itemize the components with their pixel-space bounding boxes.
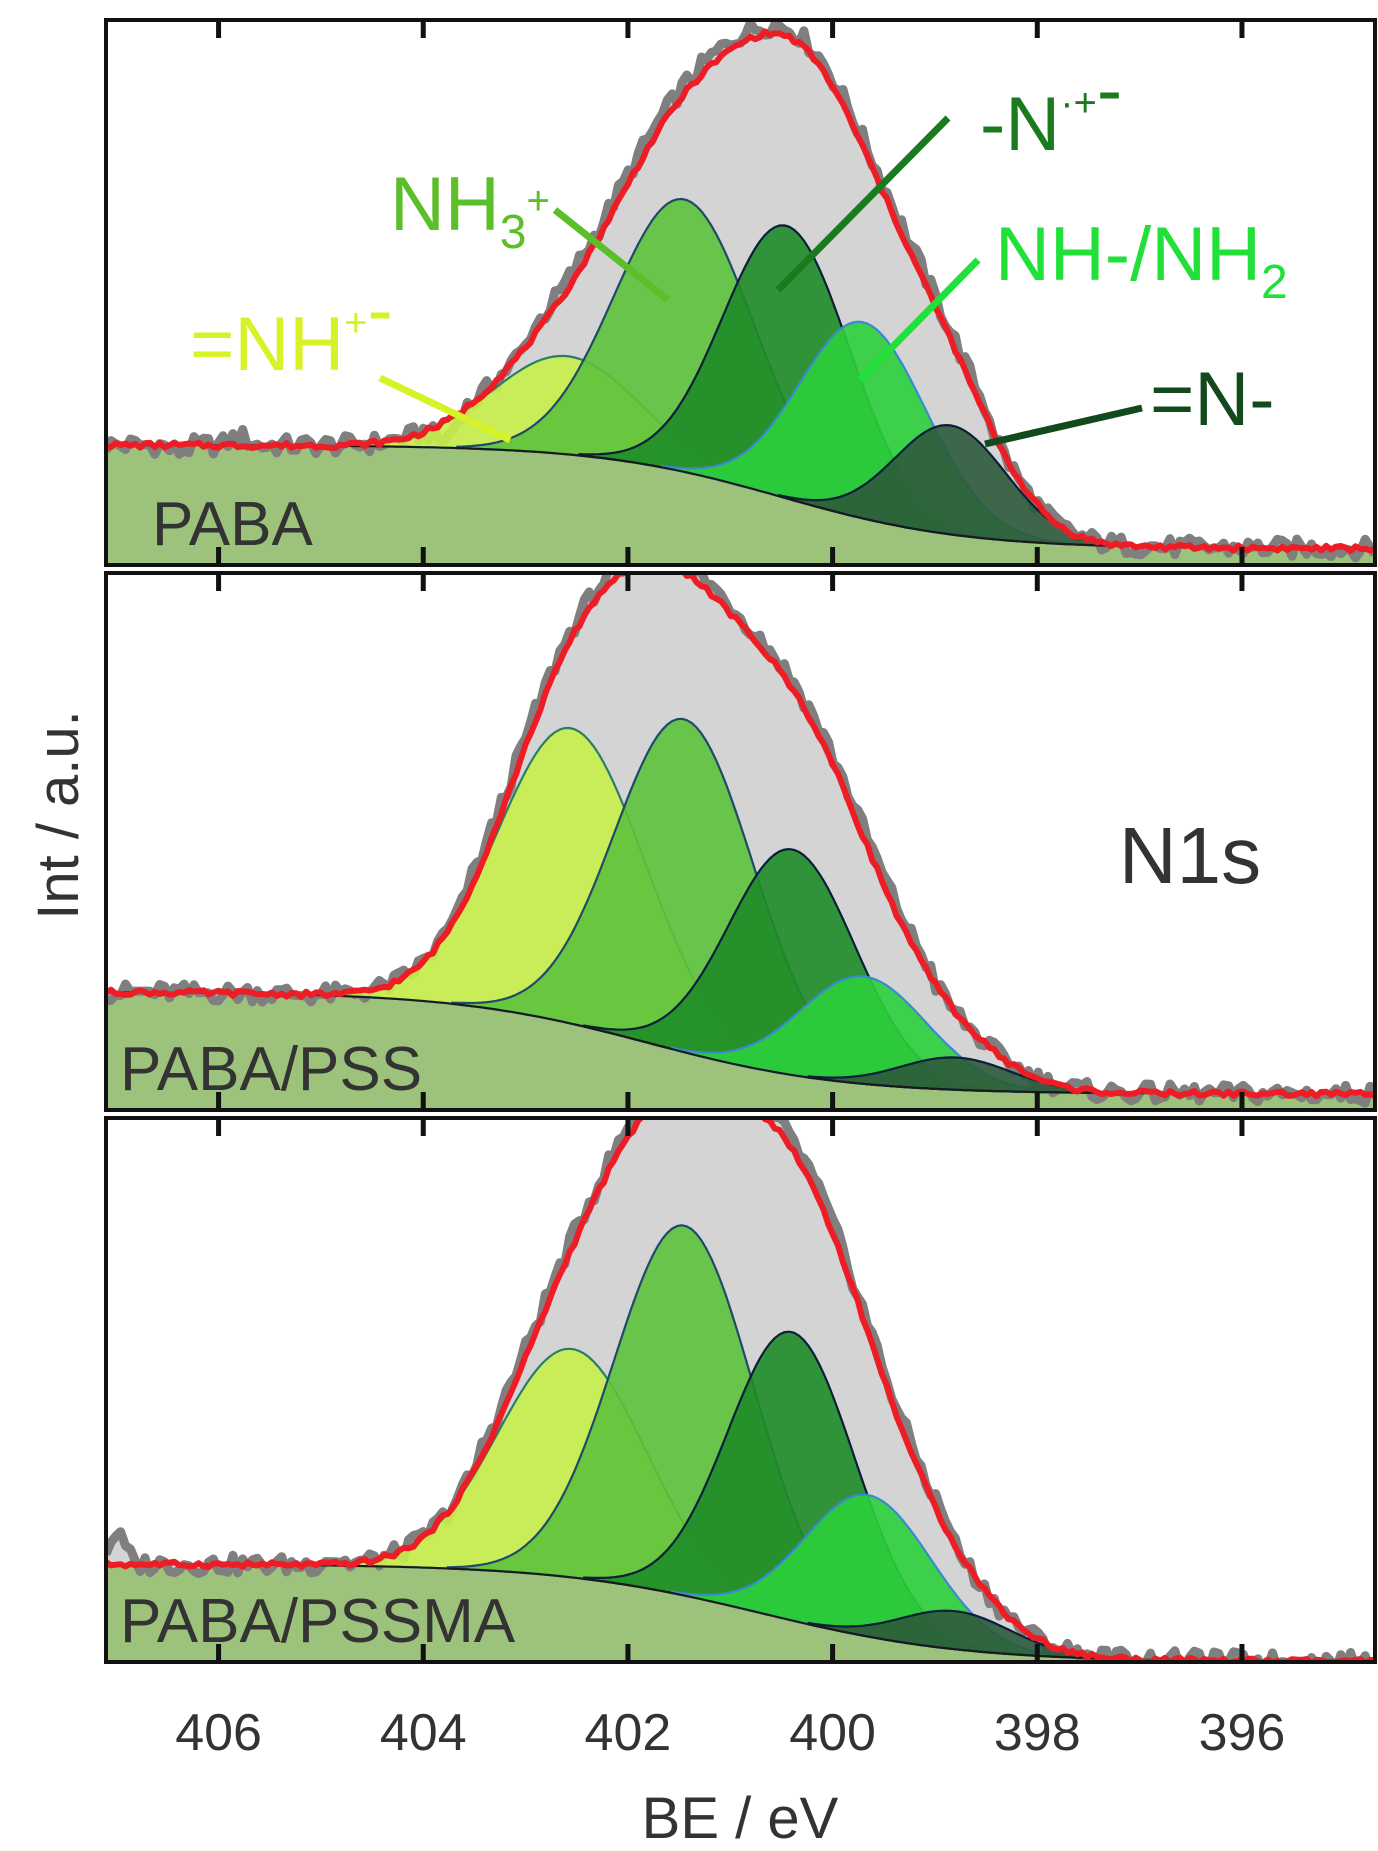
annotation-NH3_plus: NH3+: [390, 162, 671, 303]
annotation-N_radical_cation: -N·+-: [775, 48, 1122, 293]
fit-envelope: [106, 1118, 1375, 1662]
background-area: [106, 1564, 1375, 1662]
annotation-leader-line: [378, 374, 512, 444]
x-tick-label: 396: [1199, 1704, 1286, 1762]
annotation-leader-line: [552, 207, 671, 303]
x-tick-label: 406: [175, 1704, 262, 1762]
y-axis-title: Int / a.u.: [26, 710, 91, 920]
x-axis: 406 404 402 400 398 396: [175, 1704, 1285, 1762]
panel-label: PABA/PSSMA: [120, 1587, 516, 1656]
spectra-panels: PABA PABA/PSS PABA/PSSMA: [104, 18, 1377, 1664]
component-annotations: =NH+-NH3+ -N·+- NH-/NH2 =N-: [190, 48, 1288, 448]
annotation-label: -N·+-: [980, 48, 1122, 167]
annotation-label: NH3+: [390, 162, 550, 259]
panel-label: PABA/PSS: [120, 1035, 422, 1104]
background-area: [106, 445, 1375, 565]
panel-frame: [104, 571, 1377, 1112]
annotation-N_imine: =N-: [984, 357, 1275, 448]
n1s-label: N1s: [1119, 811, 1261, 900]
fit-envelope: [106, 573, 1375, 1100]
x-axis-title: BE / eV: [642, 1786, 839, 1851]
annotation-label: =NH+-: [190, 268, 393, 387]
panel-paba-pssma: PABA/PSSMA: [104, 1116, 1377, 1664]
annotation-label: =N-: [1150, 357, 1275, 442]
panel-frame: [104, 18, 1377, 567]
background-area: [106, 992, 1375, 1110]
x-tick-label: 404: [380, 1704, 467, 1762]
fit-envelope: [106, 28, 1375, 554]
panel-paba: PABA: [104, 18, 1377, 567]
annotation-NH_NH2: NH-/NH2: [857, 212, 1288, 383]
panel-label: PABA: [152, 490, 313, 559]
panel-frame: [104, 1116, 1377, 1664]
x-tick-label: 398: [994, 1704, 1081, 1762]
annotation-leader-line: [857, 257, 981, 383]
annotation-label: NH-/NH2: [995, 212, 1288, 309]
annotation-leader-line: [984, 404, 1143, 448]
panel-paba-pss: PABA/PSS: [104, 571, 1377, 1112]
annotation-NH_plus: =NH+-: [190, 268, 512, 444]
raw-data-line: [106, 1118, 1373, 1662]
annotation-leader-line: [775, 115, 951, 293]
x-tick-label: 402: [585, 1704, 672, 1762]
x-tick-label: 400: [789, 1704, 876, 1762]
